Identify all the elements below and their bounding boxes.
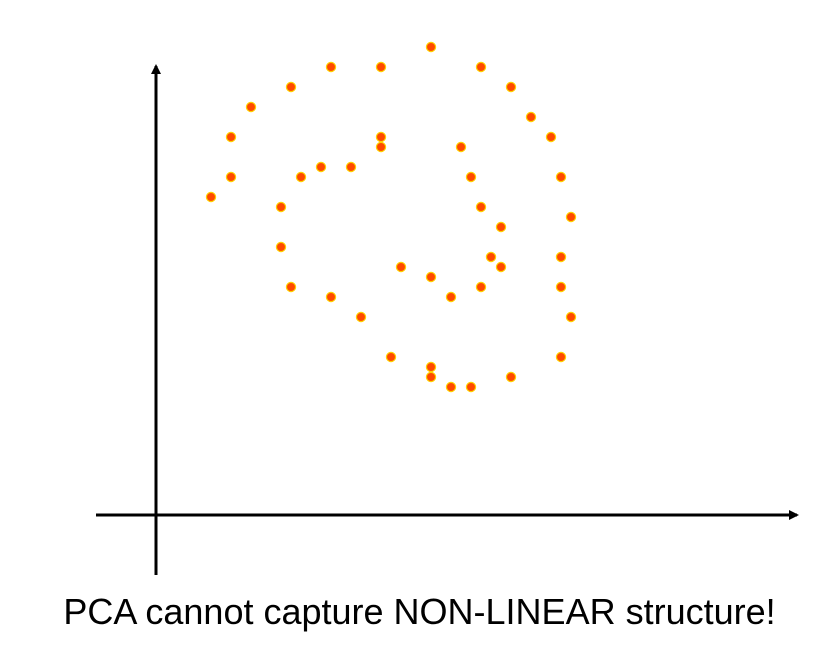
data-point [555, 171, 567, 183]
data-point [355, 311, 367, 323]
data-point [475, 281, 487, 293]
data-point [385, 351, 397, 363]
data-point [395, 261, 407, 273]
data-point [375, 141, 387, 153]
data-point [555, 351, 567, 363]
data-point [345, 161, 357, 173]
data-point [445, 381, 457, 393]
caption: PCA cannot capture NON-LINEAR structure! [63, 591, 776, 632]
data-point [225, 131, 237, 143]
data-point [505, 371, 517, 383]
data-point [275, 241, 287, 253]
data-point [285, 81, 297, 93]
data-point [205, 191, 217, 203]
data-point [315, 161, 327, 173]
data-point [425, 271, 437, 283]
data-point [555, 251, 567, 263]
data-point [275, 201, 287, 213]
data-point [425, 361, 437, 373]
data-point [465, 171, 477, 183]
data-point [375, 131, 387, 143]
data-points [205, 41, 577, 393]
data-point [555, 281, 567, 293]
data-point [425, 371, 437, 383]
data-point [525, 111, 537, 123]
data-point [245, 101, 257, 113]
data-point [325, 291, 337, 303]
data-point [565, 211, 577, 223]
data-point [455, 141, 467, 153]
data-point [425, 41, 437, 53]
data-point [505, 81, 517, 93]
data-point [565, 311, 577, 323]
data-point [475, 201, 487, 213]
data-point [485, 251, 497, 263]
data-point [325, 61, 337, 73]
data-point [225, 171, 237, 183]
data-point [545, 131, 557, 143]
data-point [295, 171, 307, 183]
data-point [495, 221, 507, 233]
data-point [445, 291, 457, 303]
data-point [465, 381, 477, 393]
data-point [375, 61, 387, 73]
data-point [285, 281, 297, 293]
data-point [475, 61, 487, 73]
data-point [495, 261, 507, 273]
